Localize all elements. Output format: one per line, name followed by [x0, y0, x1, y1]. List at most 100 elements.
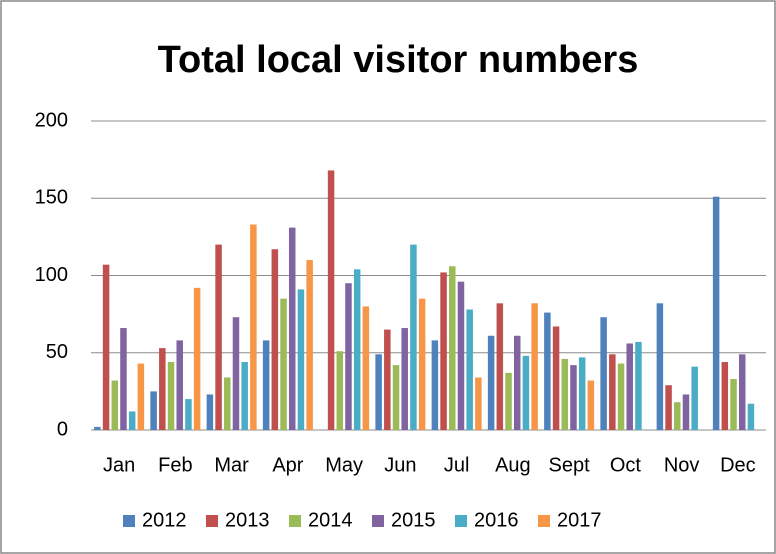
- y-tick-label: 0: [57, 418, 68, 440]
- bar: [449, 266, 456, 430]
- bar: [721, 362, 729, 430]
- bar: [496, 303, 504, 430]
- legend-swatch: [123, 515, 135, 527]
- bar: [232, 317, 240, 430]
- bar: [206, 394, 214, 430]
- x-tick-label: Jul: [444, 454, 470, 476]
- bar: [167, 362, 175, 430]
- bar: [587, 380, 595, 430]
- bar: [656, 303, 664, 430]
- bar: [522, 355, 530, 430]
- bar: [193, 287, 201, 430]
- x-tick-label: Oct: [610, 454, 642, 476]
- bar: [297, 289, 305, 430]
- x-tick-label: Mar: [214, 454, 249, 476]
- bar: [418, 298, 426, 430]
- legend-swatch: [372, 515, 384, 527]
- bar: [111, 380, 119, 430]
- bar: [392, 365, 400, 430]
- bar: [578, 357, 586, 430]
- legend-swatch: [206, 515, 218, 527]
- bar: [250, 224, 257, 430]
- x-tick-label: Nov: [664, 454, 700, 476]
- y-tick-label: 50: [46, 341, 68, 363]
- bar: [712, 196, 720, 430]
- bar: [561, 358, 569, 430]
- bar: [137, 363, 145, 430]
- bar: [362, 306, 370, 430]
- bar: [674, 402, 681, 430]
- bar: [215, 244, 222, 430]
- bar: [617, 363, 625, 430]
- x-tick-label: Dec: [720, 454, 756, 476]
- bar: [665, 385, 672, 430]
- bar: [552, 326, 560, 430]
- x-tick-label: Feb: [158, 454, 192, 476]
- x-tick-label: Jan: [103, 454, 135, 476]
- bar: [401, 328, 408, 430]
- bar: [531, 303, 538, 430]
- legend-label: 2012: [142, 509, 187, 531]
- bar: [345, 283, 352, 430]
- bar: [626, 343, 633, 430]
- bar: [262, 340, 270, 430]
- bar: [440, 272, 447, 430]
- bar: [224, 377, 231, 430]
- legend-label: 2017: [557, 509, 602, 531]
- bar: [94, 426, 101, 430]
- bar: [487, 335, 495, 430]
- bar: [159, 348, 166, 430]
- x-tick-label: Apr: [272, 454, 303, 476]
- bar: [475, 377, 482, 430]
- bar: [410, 244, 417, 430]
- bar: [544, 312, 551, 430]
- bar: [306, 260, 313, 430]
- bar: [353, 269, 361, 430]
- bar: [384, 329, 391, 430]
- legend-swatch: [455, 515, 467, 527]
- bar: [288, 227, 296, 430]
- bar: [431, 340, 439, 430]
- legend-label: 2015: [391, 509, 436, 531]
- bar: [120, 328, 127, 430]
- y-tick-label: 100: [35, 264, 68, 286]
- bar: [570, 365, 577, 430]
- y-tick-label: 200: [35, 109, 68, 131]
- x-tick-label: Jun: [384, 454, 416, 476]
- bar: [241, 362, 248, 430]
- bar: [150, 391, 157, 430]
- bar: [747, 403, 755, 430]
- bar: [635, 341, 642, 430]
- bar: [102, 264, 110, 430]
- bar: [600, 317, 607, 430]
- bar: [691, 366, 698, 430]
- bar: [505, 372, 512, 430]
- legend-swatch: [538, 515, 550, 527]
- x-tick-label: May: [325, 454, 363, 476]
- y-tick-label: 150: [35, 187, 68, 209]
- bar: [513, 335, 521, 430]
- bar: [271, 249, 279, 430]
- legend-swatch: [289, 515, 301, 527]
- bar: [185, 399, 192, 430]
- chart-title: Total local visitor numbers: [158, 39, 639, 81]
- bar: [327, 170, 335, 430]
- bar: [375, 354, 382, 430]
- x-tick-label: Sept: [549, 454, 591, 476]
- bar: [457, 281, 465, 430]
- bar: [609, 354, 616, 430]
- bar: [280, 298, 287, 430]
- bar: [682, 394, 690, 430]
- x-tick-label: Aug: [495, 454, 531, 476]
- bar: [176, 340, 183, 430]
- legend-label: 2013: [225, 509, 270, 531]
- legend-label: 2016: [474, 509, 519, 531]
- bar: [336, 351, 344, 430]
- bar: [128, 411, 136, 430]
- bar: [738, 354, 746, 430]
- bar: [466, 309, 473, 430]
- legend-label: 2014: [308, 509, 353, 531]
- bar: [730, 379, 737, 430]
